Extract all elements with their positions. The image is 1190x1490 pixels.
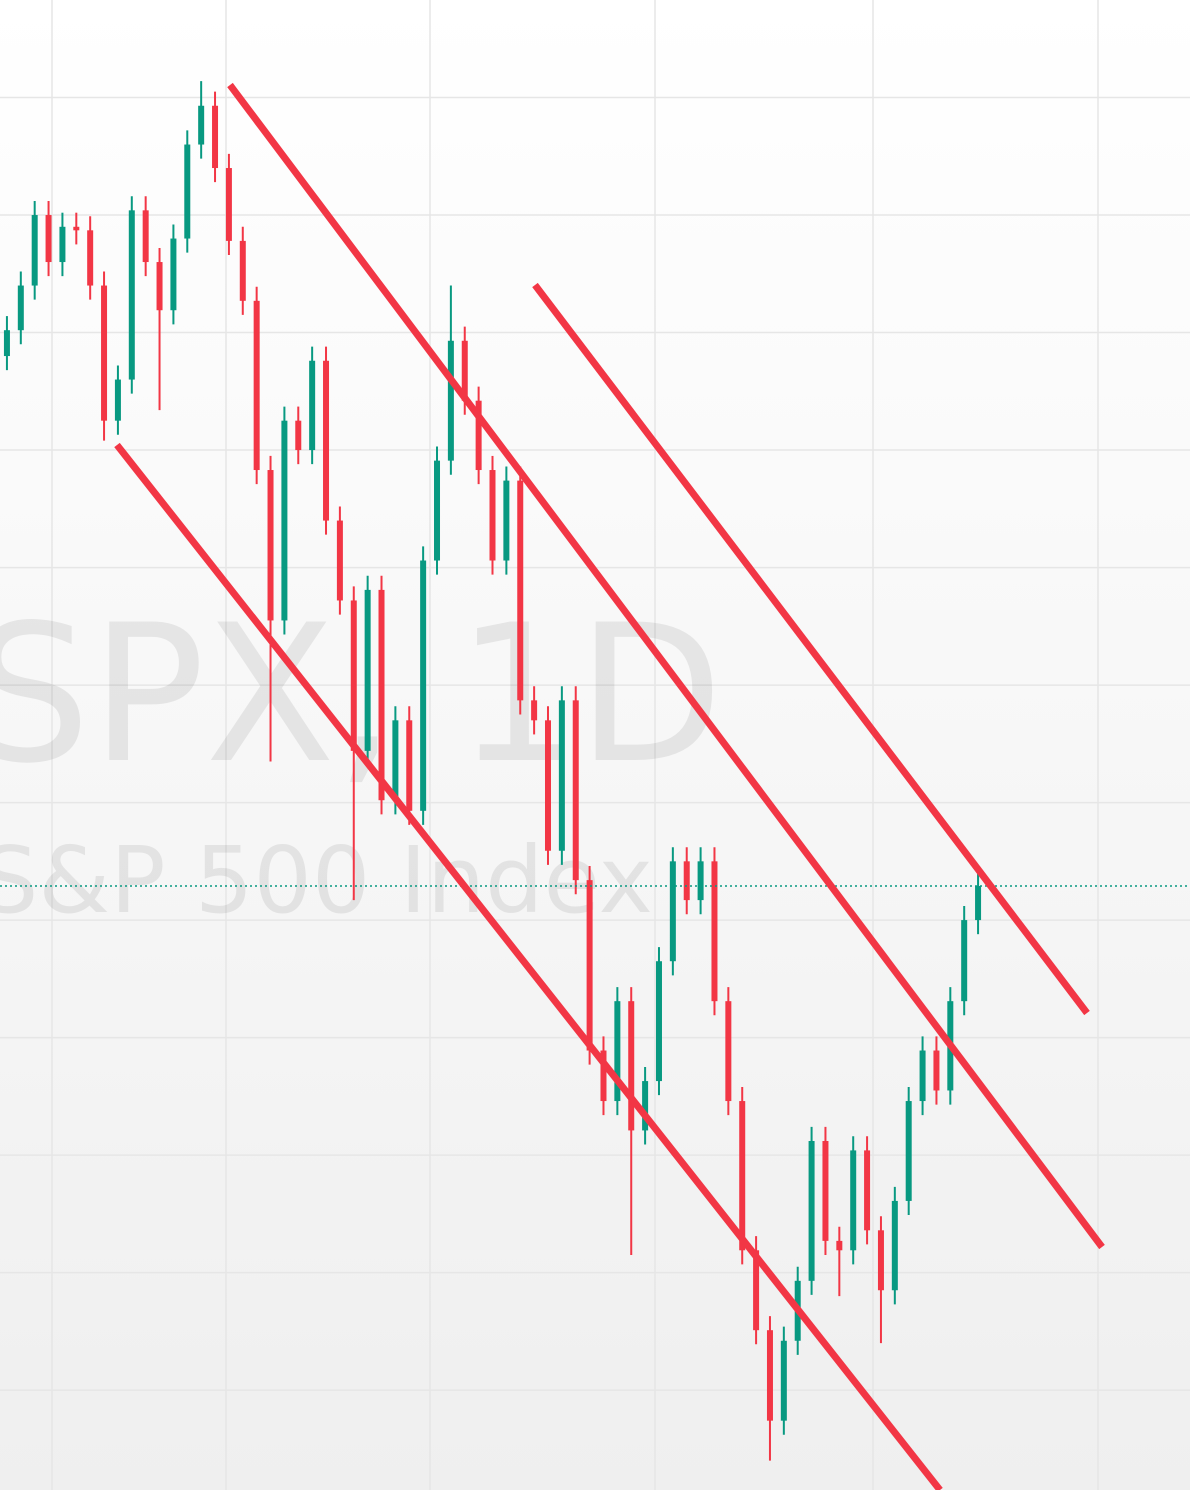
candle-body (517, 480, 524, 701)
candle-body (212, 105, 219, 169)
candle-body (198, 105, 205, 145)
candle-body (614, 1001, 621, 1102)
candle-body (642, 1081, 649, 1131)
candle-body (822, 1141, 829, 1241)
candle-body (905, 1101, 912, 1201)
candle-body (101, 285, 108, 421)
candle-body (475, 400, 482, 471)
candle-body (558, 700, 565, 851)
candle-body (87, 230, 94, 286)
candle-body (766, 1330, 773, 1421)
channel (114, 82, 1105, 1490)
candle-body (31, 215, 38, 286)
candle-body (156, 262, 163, 311)
candle-body (378, 589, 385, 801)
candle-body (267, 470, 274, 621)
candle-body (114, 379, 121, 421)
candle-body (836, 1240, 843, 1251)
candle-body (364, 589, 371, 751)
candle-body (975, 886, 982, 921)
candles (0, 81, 1190, 1461)
candle-body (489, 470, 496, 561)
candle-body (919, 1050, 926, 1102)
candle-body (628, 1001, 635, 1131)
candle-body (891, 1200, 898, 1291)
candle-body (850, 1150, 857, 1251)
candle-body (655, 961, 662, 1082)
candle-body (392, 720, 399, 801)
candle-body (253, 300, 260, 471)
watermark-symbol: SPX, 1D (0, 584, 723, 805)
candle-body (503, 480, 510, 561)
candle-body (864, 1150, 871, 1231)
candle-body (128, 210, 135, 380)
candle-body (281, 420, 288, 621)
channel-line (532, 282, 1090, 1016)
candle-body (336, 520, 343, 601)
candle-body (544, 720, 551, 851)
candle-body (225, 168, 232, 241)
candle-body (309, 360, 316, 451)
candle-body (170, 238, 177, 311)
candle-body (780, 1340, 787, 1421)
watermark-description: S&P 500 Index (0, 827, 653, 934)
candle-body (434, 460, 441, 561)
candle-body (961, 920, 968, 1002)
candle-body (350, 600, 357, 751)
candle-body (669, 861, 676, 962)
candle-body (447, 340, 454, 461)
channel-line (114, 442, 943, 1490)
candle-body (586, 880, 593, 1051)
candle-body (572, 700, 579, 881)
candle-body (600, 1050, 607, 1102)
candle-body (933, 1050, 940, 1091)
candle-body (295, 420, 302, 451)
candle-body (17, 285, 24, 331)
candle-body (697, 861, 704, 901)
candle-body (73, 226, 80, 231)
candle-body (323, 360, 330, 521)
candle-body (753, 1250, 760, 1331)
candle-body (739, 1101, 746, 1251)
candle-body (142, 210, 149, 263)
candle-body (239, 240, 246, 301)
candle-body (59, 226, 66, 263)
channel-line (227, 82, 1105, 1250)
candle-body (461, 340, 468, 401)
candle-body (808, 1141, 815, 1281)
candle-body (683, 861, 690, 901)
candle-body (406, 720, 413, 811)
candle-body (45, 215, 52, 263)
candle-body (3, 330, 10, 357)
candle-body (420, 560, 427, 811)
candle-body (711, 861, 718, 1002)
candle-body (877, 1230, 884, 1291)
candle-body (725, 1001, 732, 1102)
candle-body (531, 700, 538, 721)
candle-body (184, 144, 191, 239)
